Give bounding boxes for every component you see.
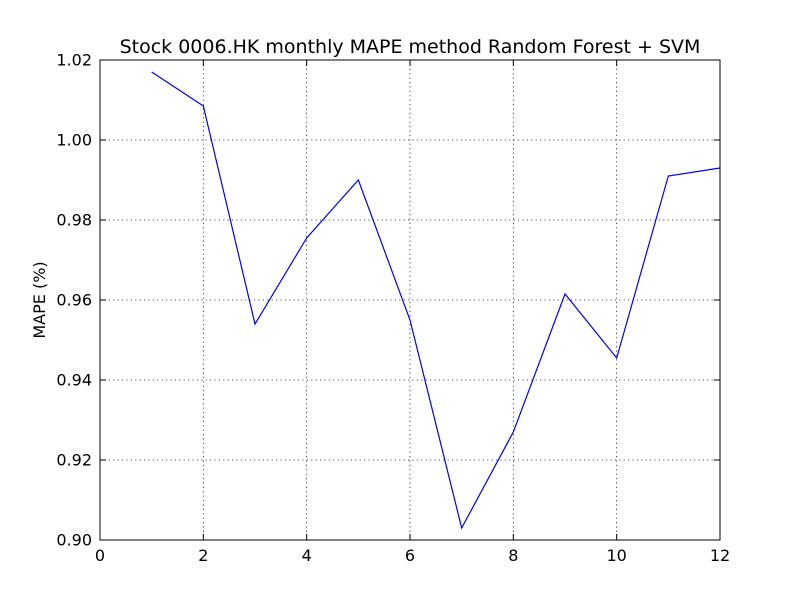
x-tick-label: 6: [405, 546, 415, 565]
series-layer: [151, 71, 721, 530]
y-tick-labels: 0.90 0.92 0.94 0.96 0.98 1.00 1.02: [56, 51, 92, 550]
y-tick-label: 0.98: [56, 211, 92, 230]
y-tick-label: 0.94: [56, 371, 92, 390]
chart-title: Stock 0006.HK monthly MAPE method Random…: [120, 36, 701, 58]
y-tick-label: 0.92: [56, 451, 92, 470]
x-tick-label: 4: [302, 546, 312, 565]
x-tick-label: 10: [606, 546, 626, 565]
x-tick-label: 2: [198, 546, 208, 565]
gridlines: [99, 59, 721, 541]
y-axis-label: MAPE (%): [30, 261, 49, 338]
series-line: [151, 71, 721, 530]
x-tick-label: 12: [710, 546, 730, 565]
x-tick-label: 0: [95, 546, 105, 565]
y-tick-label: 0.90: [56, 531, 92, 550]
x-tick-labels: 0 2 4 6 8 10 12: [95, 546, 730, 565]
ticks: [99, 59, 721, 541]
x-tick-label: 8: [508, 546, 518, 565]
y-tick-label: 0.96: [56, 291, 92, 310]
y-tick-label: 1.02: [56, 51, 92, 70]
y-tick-label: 1.00: [56, 131, 92, 150]
